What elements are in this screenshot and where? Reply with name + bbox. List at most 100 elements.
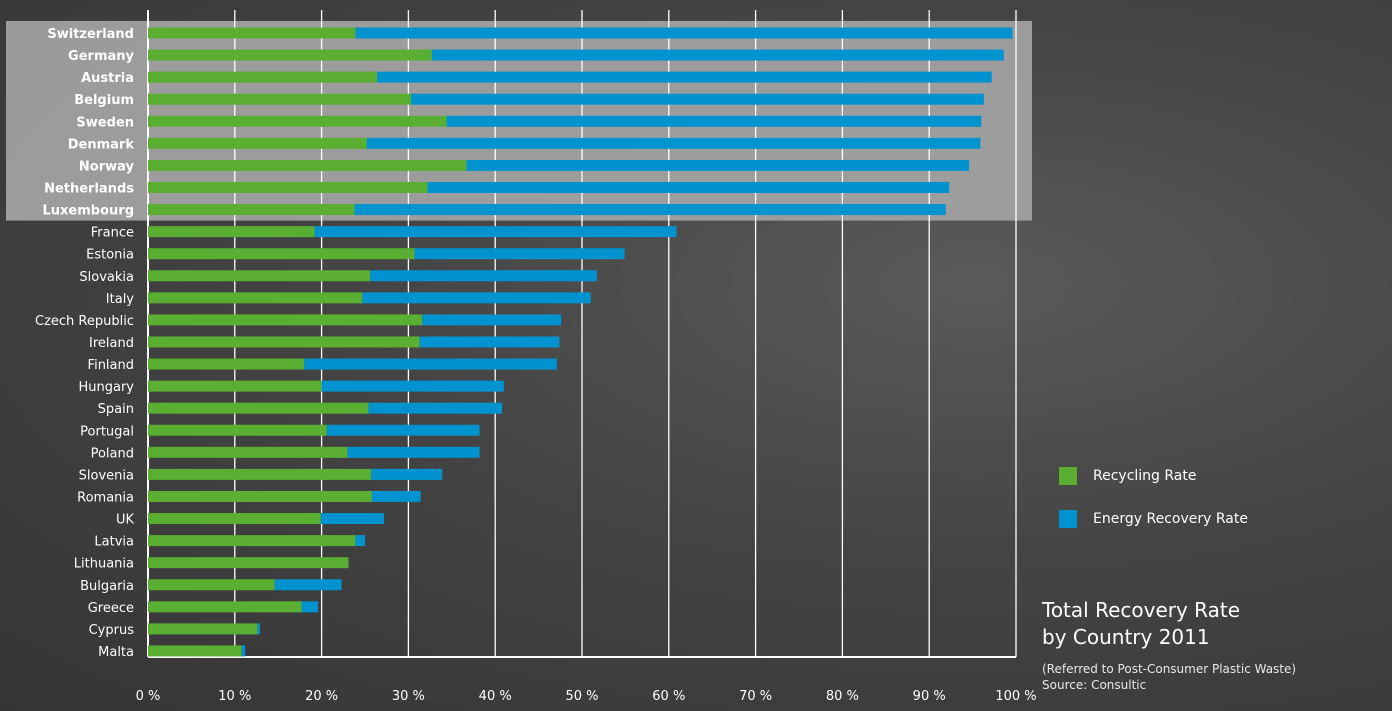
bar-energy	[347, 446, 480, 458]
x-tick-label: 50 %	[565, 689, 598, 704]
bar-recycling	[148, 226, 315, 238]
x-tick-label: 10 %	[218, 689, 251, 704]
category-label: UK	[116, 513, 135, 528]
bar-energy	[354, 204, 946, 216]
legend-item-recycling: Recycling Rate	[1059, 467, 1196, 485]
x-tick-label: 60 %	[652, 689, 685, 704]
bar-energy	[368, 402, 503, 414]
category-label: Belgium	[74, 93, 134, 108]
bar-recycling	[148, 424, 327, 436]
chart-source: Source: Consultic	[1042, 678, 1147, 692]
bar-energy	[422, 314, 562, 326]
bar-recycling	[148, 579, 275, 591]
category-label: Slovenia	[79, 468, 134, 483]
category-label: Czech Republic	[35, 314, 134, 329]
category-label: Netherlands	[44, 181, 134, 196]
category-label: Luxembourg	[43, 204, 135, 219]
x-tick-label: 20 %	[305, 689, 338, 704]
bar-energy	[304, 358, 557, 370]
bar-energy	[362, 292, 591, 304]
bar-energy	[419, 336, 560, 348]
category-label: Sweden	[76, 115, 134, 130]
bar-recycling	[148, 270, 371, 282]
category-label: Latvia	[94, 535, 134, 550]
category-label: Finland	[88, 358, 134, 373]
bar-recycling	[148, 71, 378, 83]
legend-label-energy: Energy Recovery Rate	[1093, 511, 1248, 527]
bar-recycling	[148, 181, 428, 193]
x-tick-label: 90 %	[913, 689, 946, 704]
chart-note: (Referred to Post-Consumer Plastic Waste…	[1042, 662, 1297, 676]
bar-recycling	[148, 402, 369, 414]
bar-energy	[431, 49, 1004, 61]
category-label: Estonia	[86, 248, 134, 263]
bar-recycling	[148, 358, 305, 370]
bar-recycling	[148, 336, 420, 348]
category-label: France	[91, 226, 134, 241]
bar-energy	[370, 270, 597, 282]
bar-layer	[148, 27, 1013, 657]
category-label: Bulgaria	[80, 579, 134, 594]
legend-item-energy: Energy Recovery Rate	[1059, 510, 1248, 528]
bar-energy	[326, 424, 480, 436]
bar-recycling	[148, 380, 322, 392]
bar-energy	[320, 513, 385, 525]
bar-energy	[355, 27, 1013, 39]
bar-recycling	[148, 535, 356, 547]
category-label: Norway	[79, 159, 135, 174]
bar-recycling	[148, 159, 467, 171]
x-tick-label: 70 %	[739, 689, 772, 704]
x-tick-label-layer: 0 % 10 % 20 % 30 % 40 % 50 % 60 % 70 % 80 % 90 % 1…	[136, 689, 1037, 704]
category-label: Romania	[77, 490, 134, 505]
category-label: Greece	[88, 601, 134, 616]
bar-recycling	[148, 27, 356, 39]
bar-recycling	[148, 490, 372, 502]
category-label: Lithuania	[74, 557, 134, 572]
bar-recycling	[148, 292, 363, 304]
bar-recycling	[148, 645, 242, 657]
category-label: Spain	[98, 402, 134, 417]
category-label: Switzerland	[47, 27, 134, 42]
x-tick-label: 80 %	[826, 689, 859, 704]
bar-energy	[314, 226, 677, 238]
category-label: Germany	[68, 49, 134, 64]
category-label: Poland	[91, 446, 134, 461]
chart-title-block: Total Recovery Rate by Country 2011 (Ref…	[1042, 597, 1296, 693]
bar-recycling	[148, 557, 349, 569]
bar-energy	[466, 159, 970, 171]
x-tick-label: 40 %	[479, 689, 512, 704]
bar-recycling	[148, 115, 447, 127]
bar-energy	[274, 579, 342, 591]
category-label: Malta	[98, 645, 134, 660]
bar-energy	[257, 623, 260, 635]
bar-energy	[241, 645, 246, 657]
bar-energy	[355, 535, 365, 547]
category-label: Slovakia	[79, 270, 134, 285]
category-label: Italy	[106, 292, 135, 307]
bar-recycling	[148, 137, 367, 149]
bar-energy	[411, 93, 984, 105]
x-tick-label: 100 %	[995, 689, 1036, 704]
bar-recycling	[148, 446, 348, 458]
bar-recycling	[148, 601, 302, 613]
x-tick-label: 0 %	[136, 689, 161, 704]
category-label: Portugal	[80, 424, 134, 439]
legend-swatch-energy	[1059, 510, 1077, 528]
bar-energy	[377, 71, 992, 83]
bar-energy	[301, 601, 319, 613]
bar-recycling	[148, 314, 423, 326]
chart-title-line2: by Country 2011	[1042, 625, 1210, 649]
bar-recycling	[148, 468, 372, 480]
bar-energy	[366, 137, 981, 149]
bar-recycling	[148, 623, 258, 635]
bar-energy	[321, 380, 504, 392]
bar-energy	[446, 115, 982, 127]
legend-swatch-recycling	[1059, 467, 1077, 485]
category-label: Denmark	[68, 137, 135, 152]
bar-energy	[371, 490, 421, 502]
chart-title-line1: Total Recovery Rate	[1042, 598, 1241, 622]
chart: Switzerland Germany Austria Belgium Sweden De…	[6, 20, 1037, 704]
bar-recycling	[148, 513, 321, 525]
category-label: Cyprus	[89, 623, 135, 638]
bar-energy	[371, 468, 443, 480]
